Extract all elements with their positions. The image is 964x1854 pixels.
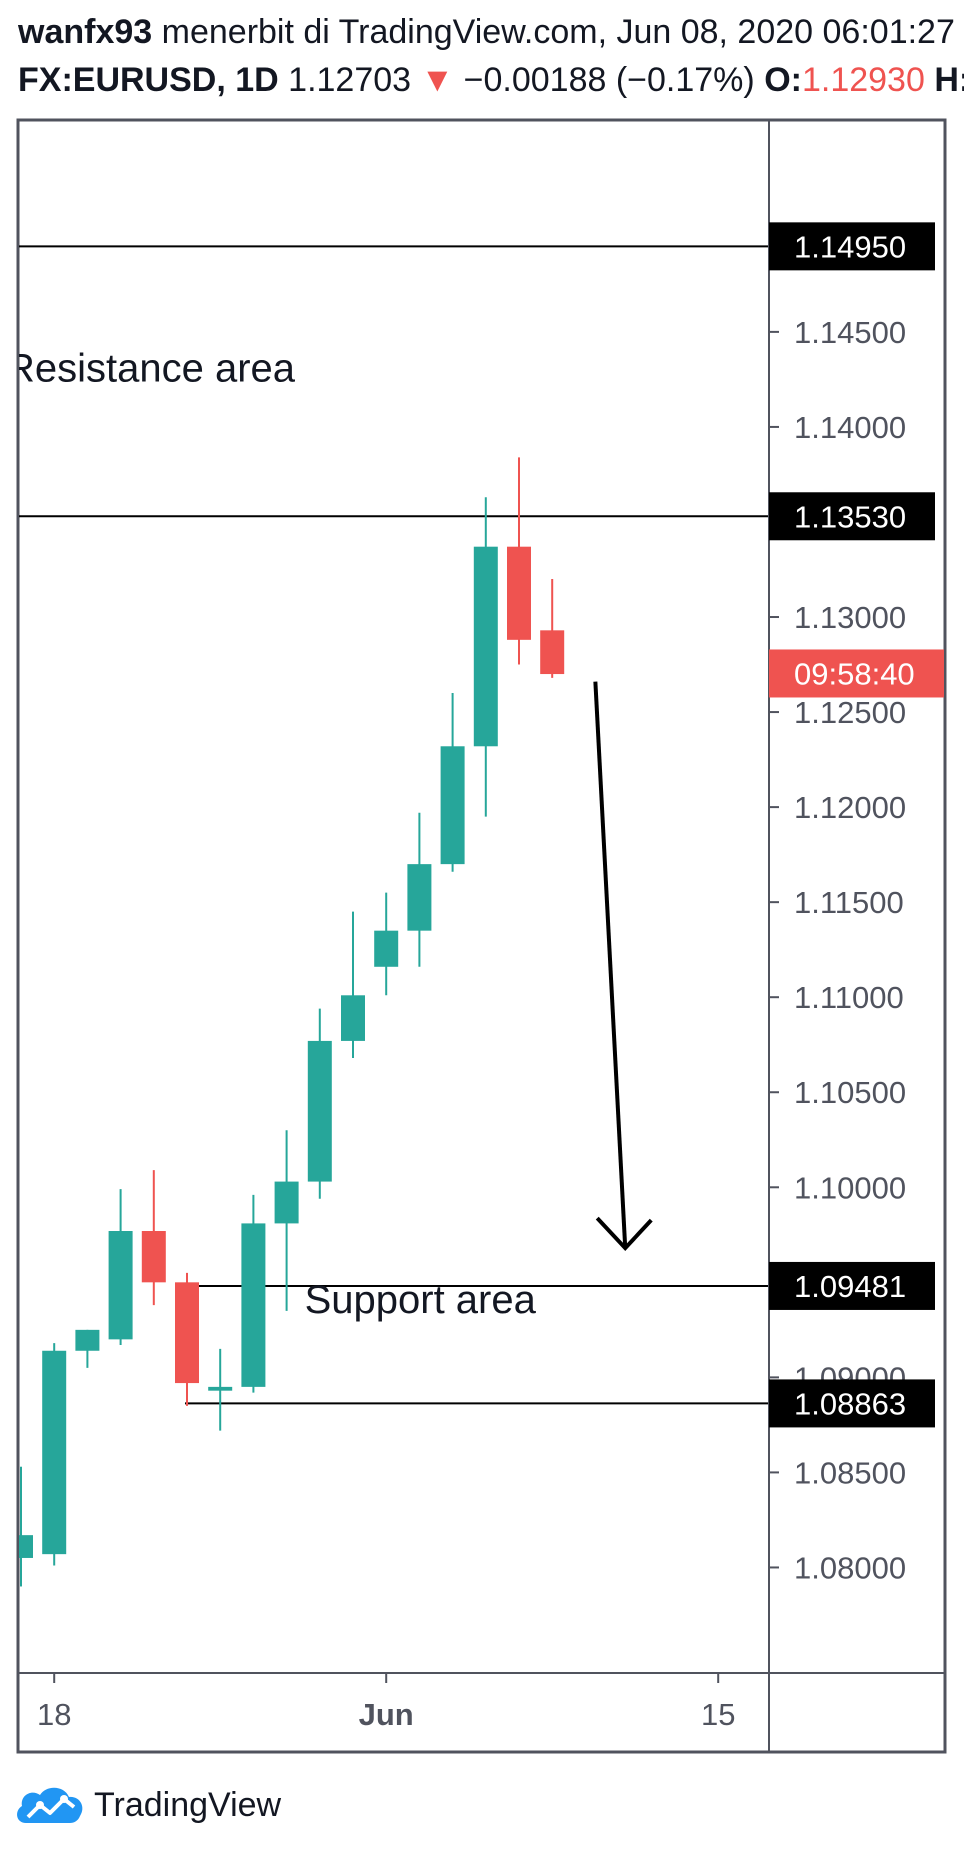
tradingview-cloud-icon[interactable]	[14, 1783, 86, 1827]
candle-body	[540, 630, 565, 675]
price-line-label: 1.09481	[794, 1269, 906, 1304]
price-tick-label: 1.08500	[794, 1455, 906, 1490]
open-value: 1.12930	[801, 61, 925, 99]
candle-body	[440, 746, 465, 865]
price-line-label: 1.14950	[794, 229, 906, 264]
price-tick-label: 1.11000	[794, 980, 904, 1015]
footer-brand[interactable]: TradingView	[94, 1785, 282, 1824]
time-tick-label: 18	[37, 1697, 71, 1732]
price-line-label-box	[769, 222, 935, 271]
price-line-label-box	[769, 1261, 935, 1310]
price-tick-label: 1.10000	[794, 1170, 906, 1205]
candle-body	[75, 1329, 100, 1351]
time-axis: 18 Jun 15	[37, 1673, 735, 1732]
support-area-label: Support area	[305, 1278, 537, 1322]
down-arrow-head	[595, 1216, 653, 1252]
price-tick-label: 1.12000	[794, 790, 906, 825]
candles	[19, 457, 565, 1587]
price-axis: 1.14500 1.14000 1.13000 1.12500 1.12000 1.115…	[769, 222, 944, 1585]
countdown-label: 09:58:40	[794, 656, 915, 691]
price-tick-label: 1.12500	[794, 695, 906, 730]
candle-body	[141, 1231, 166, 1283]
price-down-icon: ▼	[420, 61, 455, 99]
resistance-area-label: Resistance area	[6, 346, 296, 390]
footer: TradingView	[14, 1778, 281, 1832]
price-line-label: 1.13530	[794, 499, 906, 534]
candle-body	[307, 1040, 332, 1182]
candle-body	[473, 546, 498, 747]
countdown-label-box	[769, 649, 944, 698]
candle-body	[341, 995, 365, 1041]
open-label: O:	[764, 61, 802, 99]
price-change: −0.00188 (−0.17%)	[463, 61, 755, 99]
candle-body	[241, 1223, 266, 1387]
price-tick-label: 1.11500	[794, 885, 904, 920]
publish-info: wanfx93 menerbit di TradingView.com, Jun…	[18, 10, 964, 54]
author-name[interactable]: wanfx93	[18, 13, 153, 51]
time-tick-label: Jun	[359, 1697, 414, 1732]
chart-border	[16, 118, 947, 1754]
price-tick-label: 1.14500	[794, 315, 906, 350]
annotations: Resistance area Support area	[6, 346, 653, 1322]
high-label: H:	[934, 61, 964, 99]
candle-body	[42, 1350, 67, 1555]
candle-body	[507, 546, 531, 640]
price-tick-label: 1.14000	[794, 410, 906, 445]
last-price: 1.12703	[288, 61, 412, 99]
time-tick-label: 15	[701, 1697, 735, 1732]
symbol-name: FX:EURUSD, 1D	[18, 61, 279, 99]
price-tick-label: 1.10500	[794, 1075, 906, 1110]
candle-body	[19, 1535, 33, 1558]
horizontal-lines	[19, 245, 768, 1405]
candle-body	[407, 864, 432, 931]
chart-frame	[16, 118, 947, 1754]
candle-body	[208, 1386, 233, 1391]
price-line-label: 1.08863	[794, 1386, 906, 1421]
price-tick-label: 1.13000	[794, 600, 906, 635]
price-line-label-box	[769, 492, 935, 541]
candle-body	[274, 1181, 299, 1224]
price-tick-label: 1.08000	[794, 1550, 906, 1585]
price-line-label-box	[769, 1379, 935, 1428]
symbol-info: FX:EURUSD, 1D 1.12703 ▼ −0.00188 (−0.17%…	[18, 58, 964, 102]
candle-body	[374, 930, 399, 967]
candle-body	[175, 1282, 199, 1384]
down-arrow-shaft	[593, 681, 628, 1249]
candle-body	[108, 1231, 133, 1340]
published-text: menerbit di TradingView.com, Jun 08, 202…	[161, 13, 955, 51]
